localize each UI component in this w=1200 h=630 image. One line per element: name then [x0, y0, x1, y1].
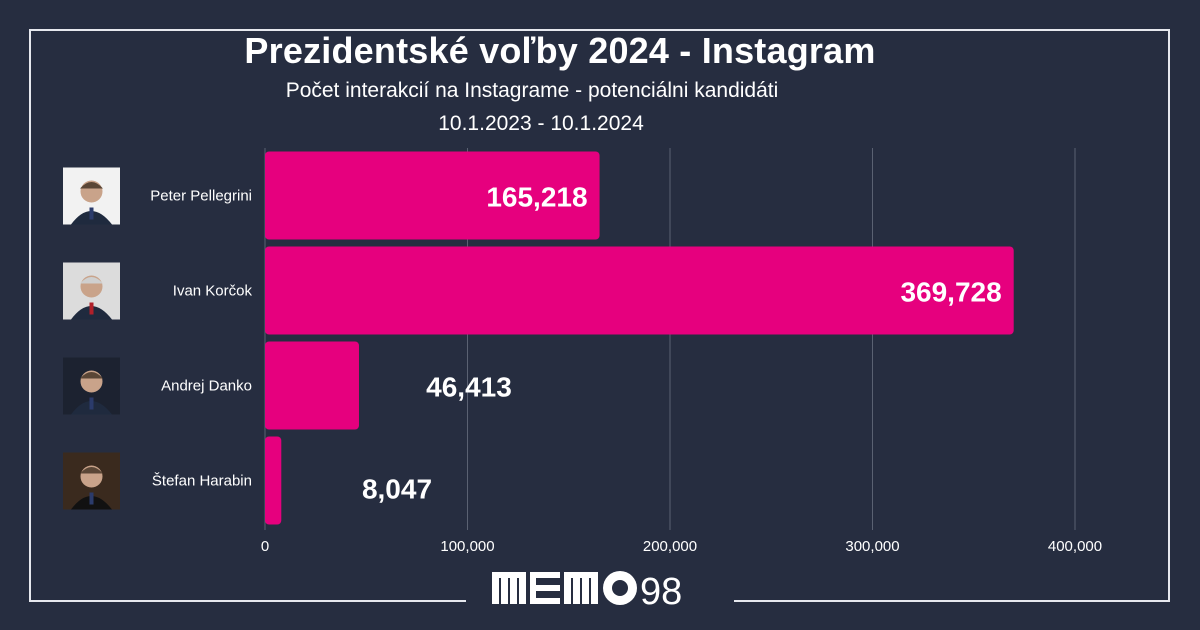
logo-letter-m2: [564, 572, 598, 604]
bar: [265, 246, 1014, 335]
bar: [265, 436, 282, 525]
portrait-hair: [80, 182, 103, 189]
chart-subtitle: Počet interakcií na Instagrame - potenci…: [285, 79, 779, 102]
portrait-tie: [89, 302, 94, 315]
logo-letter-e: [530, 572, 560, 604]
portrait-hair: [80, 467, 103, 474]
category-label: Ivan Korčok: [173, 283, 253, 300]
portrait-tie: [89, 397, 94, 410]
x-tick-label: 100,000: [440, 538, 494, 555]
logo-digits: 98: [640, 571, 682, 608]
logo-letter-o: [603, 571, 637, 605]
data-label: 165,218: [486, 182, 587, 213]
portrait-tie: [89, 492, 94, 505]
category-label: Štefan Harabin: [152, 473, 252, 490]
x-tick-label: 0: [261, 538, 269, 555]
logo-letter-m: [492, 572, 526, 604]
data-label: 369,728: [900, 277, 1001, 308]
bar: [265, 341, 359, 430]
category-label: Andrej Danko: [161, 378, 252, 395]
portrait-hair: [80, 372, 103, 379]
bar: [265, 151, 600, 240]
portrait-hair: [80, 277, 103, 284]
data-label: 8,047: [362, 474, 432, 505]
portrait-tie: [89, 207, 94, 220]
x-tick-label: 200,000: [643, 538, 697, 555]
x-tick-label: 400,000: [1048, 538, 1102, 555]
data-label: 46,413: [426, 372, 512, 403]
date-range: 10.1.2023 - 10.1.2024: [438, 112, 644, 135]
category-label: Peter Pellegrini: [150, 188, 252, 205]
x-tick-label: 300,000: [845, 538, 899, 555]
memo98-logo: 98: [492, 571, 682, 608]
chart-title: Prezidentské voľby 2024 - Instagram: [244, 30, 876, 71]
